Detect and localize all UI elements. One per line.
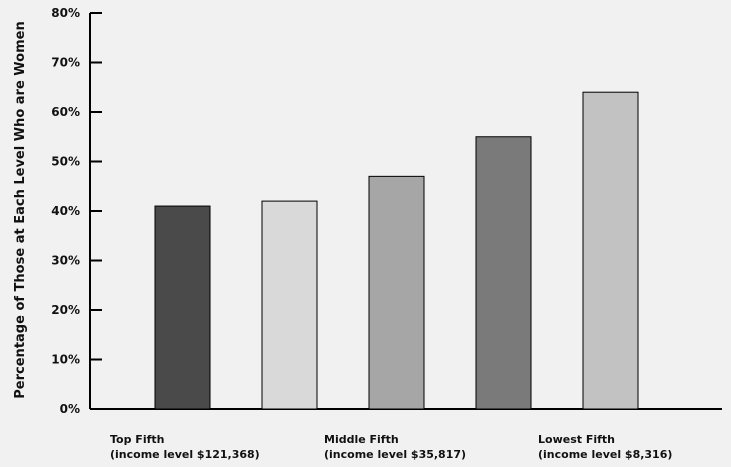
category-sublabel: (income level $121,368) (110, 448, 260, 461)
bar (154, 205, 211, 410)
y-tick-label: 40% (51, 204, 80, 218)
category-sublabel: (income level $35,817) (324, 448, 466, 461)
y-tick-label: 60% (51, 105, 80, 119)
y-tick-label: 80% (51, 6, 80, 20)
category-label: Middle Fifth (324, 433, 399, 446)
y-tick-label: 0% (60, 402, 80, 416)
y-tick-label: 30% (51, 254, 80, 268)
y-axis-label: Percentage of Those at Each Level Who ar… (13, 21, 28, 398)
bar (368, 175, 425, 410)
category-sublabel: (income level $8,316) (538, 448, 672, 461)
y-tick-label: 70% (51, 56, 80, 70)
bar (582, 91, 639, 410)
y-tick-label: 10% (51, 353, 80, 367)
bars (154, 91, 639, 410)
category-label: Lowest Fifth (538, 433, 615, 446)
bar (475, 136, 532, 410)
y-tick-label: 20% (51, 303, 80, 317)
y-tick-label: 50% (51, 155, 80, 169)
bar (261, 200, 318, 410)
category-label: Top Fifth (110, 433, 164, 446)
category-labels: Top Fifth (income level $121,368) Middle F… (110, 433, 672, 461)
